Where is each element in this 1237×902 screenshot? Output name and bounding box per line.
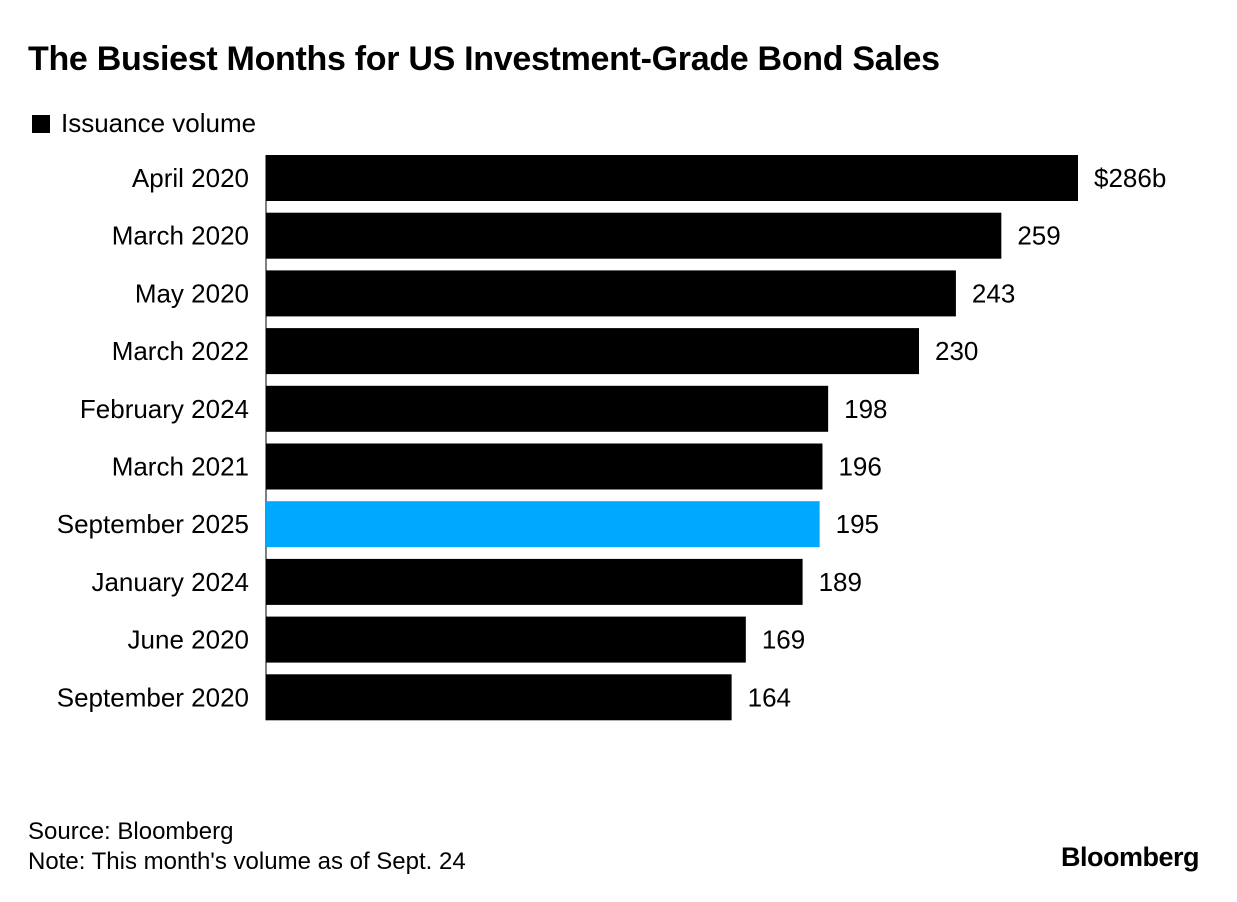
category-label: September 2020 (57, 682, 249, 712)
bar-february-2024 (266, 385, 829, 432)
value-label: 198 (844, 394, 887, 424)
source-note: Source: Bloomberg (28, 818, 234, 845)
bar-chart: April 2020 $286b March 2020 259 May 2020 243 M… (57, 155, 1166, 721)
value-label: 189 (819, 567, 862, 597)
bar-june-2020 (266, 616, 746, 663)
value-label: 259 (1017, 221, 1060, 251)
bar-march-2022 (266, 328, 920, 375)
legend: Issuance volume (32, 108, 256, 139)
value-label: 196 (838, 452, 881, 482)
category-label: May 2020 (135, 278, 249, 308)
bar-january-2024 (266, 558, 803, 605)
value-label: 195 (836, 509, 879, 539)
bar-march-2020 (266, 212, 1002, 259)
value-label: 243 (972, 278, 1015, 308)
category-label: January 2024 (91, 567, 249, 597)
value-label: 230 (935, 336, 978, 366)
bloomberg-logo: Bloomberg (1060, 842, 1200, 872)
legend-label-issuance-volume: Issuance volume (61, 108, 257, 138)
bar-september-2020 (266, 674, 732, 721)
value-label: 164 (748, 682, 791, 712)
bar-march-2021 (266, 443, 823, 490)
category-label: June 2020 (128, 625, 249, 655)
value-label: $286b (1094, 163, 1166, 193)
category-label: March 2020 (112, 221, 249, 251)
value-label: 169 (762, 625, 805, 655)
bar-may-2020 (266, 270, 956, 317)
chart-title: The Busiest Months for US Investment-Gra… (28, 40, 940, 78)
legend-swatch-issuance-volume (32, 114, 50, 133)
bar-april-2020 (266, 155, 1078, 201)
category-label: September 2025 (57, 509, 249, 539)
category-label: March 2022 (112, 336, 249, 366)
category-label: April 2020 (132, 163, 249, 193)
category-label: February 2024 (80, 394, 249, 424)
category-label: March 2021 (112, 452, 249, 482)
bar-september-2025 (266, 501, 820, 548)
footnote: Note: This month's volume as of Sept. 24 (28, 848, 466, 875)
